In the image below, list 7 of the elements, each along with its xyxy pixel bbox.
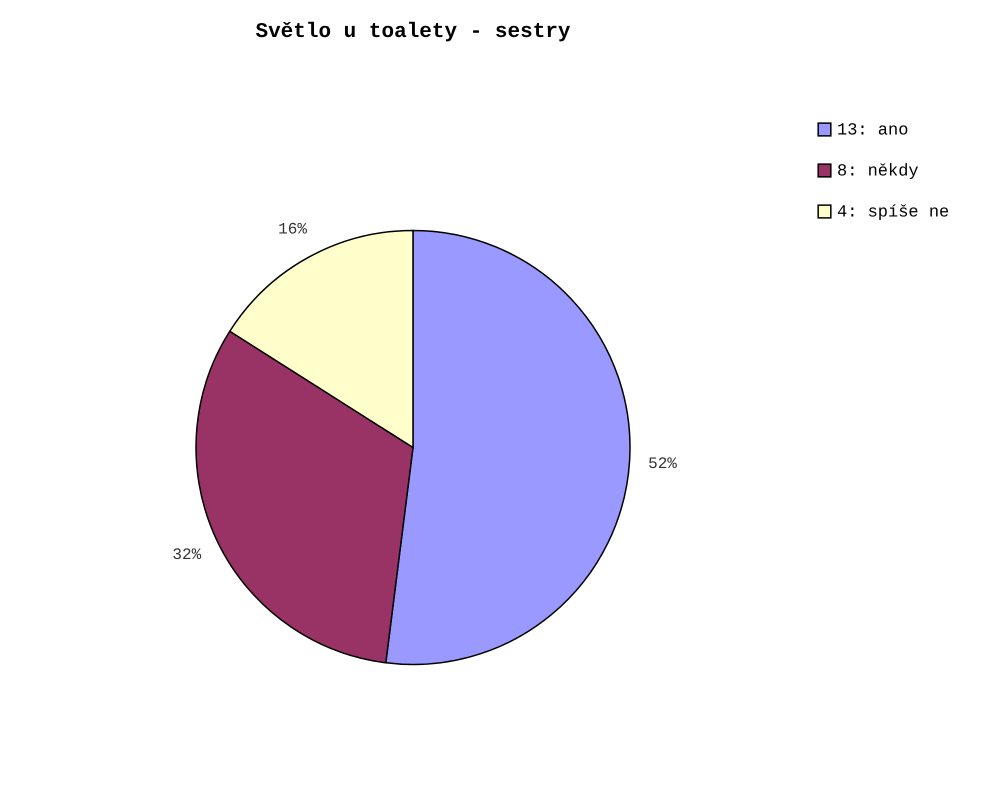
data-label: 16% — [278, 220, 308, 238]
legend-label: 8: někdy — [837, 162, 919, 182]
legend-label: 13: ano — [837, 122, 908, 140]
data-label: 32% — [172, 546, 202, 564]
data-label: 52% — [648, 455, 678, 474]
chart-title: Světlo u toalety - sestry — [255, 21, 571, 44]
legend-label: 4: spíše ne — [837, 204, 950, 222]
